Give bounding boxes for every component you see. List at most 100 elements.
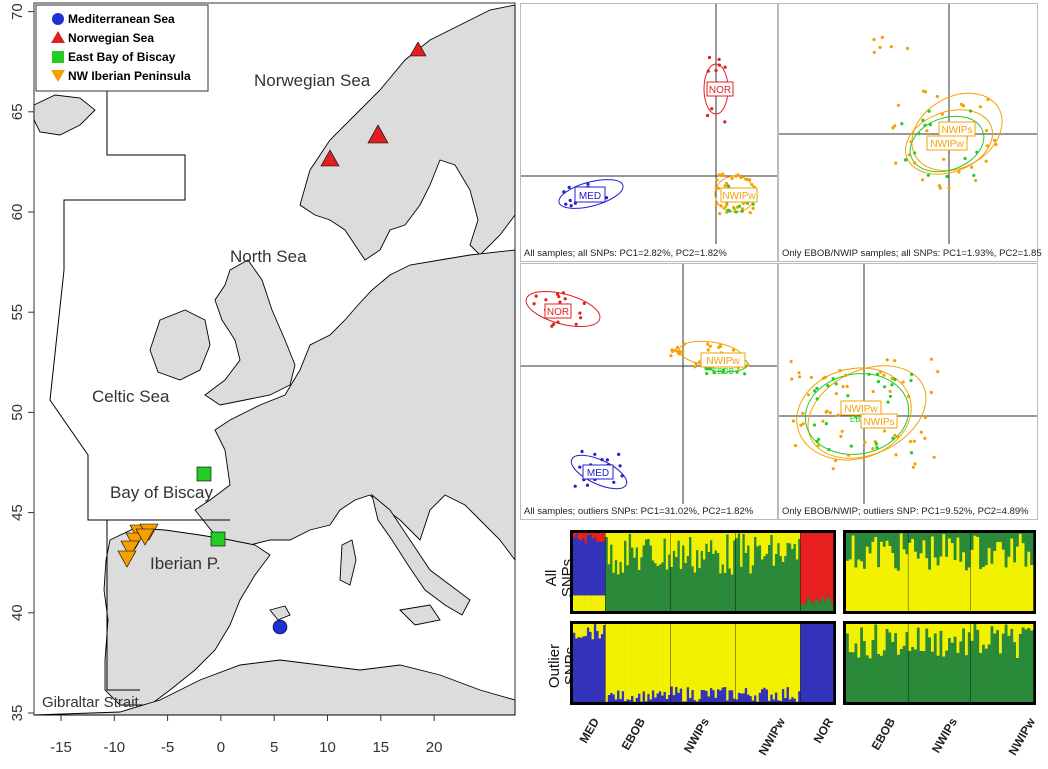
structure-outlier-snps-atlantic <box>843 621 1036 705</box>
pca-point <box>731 177 734 180</box>
structure-bar-segment <box>573 533 576 538</box>
label-gibraltar: Gibraltar Strait <box>42 694 140 711</box>
structure-bar-segment <box>675 557 678 611</box>
structure-bar-segment <box>789 544 792 611</box>
structure-bar-segment <box>726 624 729 701</box>
structure-bar-segment <box>754 624 757 695</box>
structure-bar-segment <box>689 537 692 611</box>
structure-bar-segment <box>784 624 787 698</box>
pca-point <box>732 349 735 352</box>
structure-bar-segment <box>965 624 968 655</box>
structure-bar-segment <box>589 535 592 595</box>
pca-point <box>728 209 731 212</box>
pca-point <box>568 186 571 189</box>
pca-point <box>827 448 830 451</box>
structure-bar-segment <box>857 533 860 560</box>
structure-bar-segment <box>689 698 692 702</box>
structure-bar-segment <box>747 533 750 546</box>
structure-bar-segment <box>801 624 804 702</box>
structure-bar-segment <box>749 574 752 611</box>
pca-point <box>724 66 727 69</box>
structure-bar-segment <box>696 550 699 611</box>
structure-bar-segment <box>617 533 620 575</box>
pca-point <box>879 371 882 374</box>
structure-bar-segment <box>643 533 646 546</box>
structure-bar-segment <box>719 573 722 611</box>
structure-bar-segment <box>794 533 797 544</box>
structure-bar-segment <box>578 595 581 611</box>
structure-bar-segment <box>647 624 650 694</box>
structure-bar-segment <box>866 547 869 611</box>
pca-point <box>921 178 924 181</box>
structure-bar-segment <box>573 624 576 633</box>
structure-bar-segment <box>715 624 718 698</box>
pca-point <box>906 47 909 50</box>
structure-bar-segment <box>925 629 928 702</box>
structure-bar-segment <box>773 566 776 611</box>
structure-bar-segment <box>657 624 660 694</box>
structure-bar-segment <box>578 533 581 540</box>
structure-bar-segment <box>654 624 657 698</box>
structure-bar-segment <box>880 656 883 702</box>
y-tick-label: 55 <box>9 304 26 321</box>
pca-point <box>896 435 899 438</box>
site-ebob-1 <box>197 467 211 481</box>
pca-point <box>739 176 742 179</box>
structure-bar-segment <box>819 603 822 611</box>
structure-bar-segment <box>712 624 715 690</box>
structure-bar-segment <box>596 542 599 595</box>
structure-bar-segment <box>756 547 759 611</box>
structure-bar-segment <box>886 629 889 702</box>
structure-bar-segment <box>650 546 653 611</box>
structure-bar-segment <box>647 533 650 539</box>
structure-bar-segment <box>948 533 951 538</box>
structure-bar-segment <box>766 624 769 690</box>
pca-point <box>974 179 977 182</box>
pca-point <box>569 199 572 202</box>
structure-bar-segment <box>999 654 1002 702</box>
structure-bar-segment <box>643 692 646 702</box>
structure-bar-segment <box>736 538 739 611</box>
pca-point <box>717 346 720 349</box>
pca-point <box>936 95 939 98</box>
pca-point <box>909 379 912 382</box>
pca-point <box>558 301 561 304</box>
pca-point <box>749 211 752 214</box>
structure-bar-segment <box>803 624 806 702</box>
structure-bar-segment <box>925 533 928 558</box>
structure-bar-segment <box>1002 550 1005 611</box>
site-ebob-2 <box>211 532 225 546</box>
structure-bar-segment <box>911 624 914 647</box>
structure-bar-segment <box>761 689 764 702</box>
structure-bar-segment <box>908 624 911 651</box>
structure-bar-segment <box>650 533 653 546</box>
structure-bar-segment <box>666 624 669 699</box>
structure-bar-segment <box>1019 634 1022 702</box>
structure-bar-segment <box>659 691 662 702</box>
pca-point <box>829 411 832 414</box>
structure-bar-segment <box>645 624 648 701</box>
structure-bar-segment <box>694 573 697 611</box>
structure-bar-segment <box>606 533 609 537</box>
pca-point <box>705 372 708 375</box>
pca-panel-3: NOR NWIPw EBOB MED All samples; outliers… <box>520 263 778 520</box>
structure-bar-segment <box>1027 624 1030 628</box>
structure-bar-segment <box>782 562 785 611</box>
structure-bar-segment <box>894 633 897 702</box>
pop-label-ebob-2: EBOB <box>864 716 898 761</box>
structure-bar-segment <box>1027 533 1030 552</box>
pca-point <box>890 45 893 48</box>
structure-bar-segment <box>1019 533 1022 534</box>
x-tick-label: 10 <box>319 739 336 756</box>
structure-bar-segment <box>787 624 790 687</box>
structure-bar-segment <box>582 637 585 702</box>
structure-bar-segment <box>846 624 849 634</box>
structure-bar-segment <box>1022 624 1025 628</box>
structure-bar-segment <box>631 533 634 548</box>
structure-bar-segment <box>708 624 711 697</box>
structure-bar-segment <box>824 601 827 611</box>
structure-bar-segment <box>585 636 588 702</box>
structure-bar-segment <box>703 533 706 560</box>
pca-point <box>881 36 884 39</box>
